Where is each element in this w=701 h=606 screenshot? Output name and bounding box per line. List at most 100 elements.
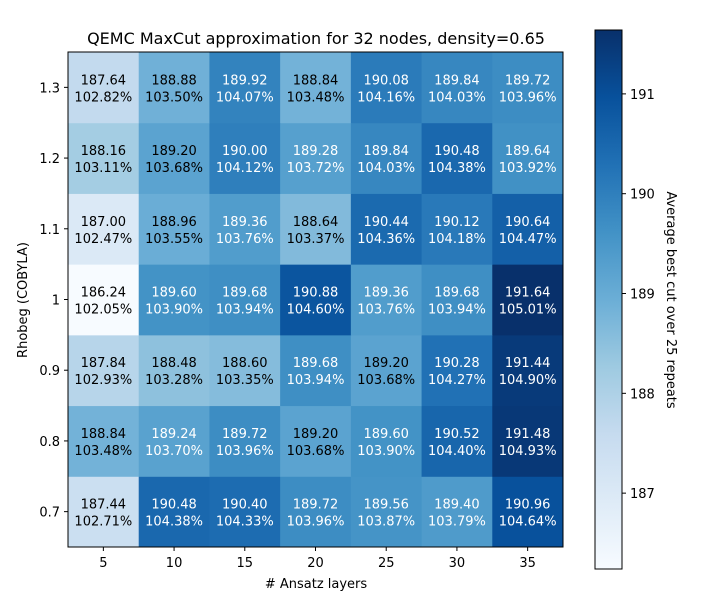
cell-percent-label: 103.70% bbox=[145, 444, 203, 459]
cell-percent-label: 104.18% bbox=[428, 232, 486, 247]
heatmap-cell bbox=[68, 476, 140, 548]
heatmap-cell bbox=[350, 122, 423, 194]
heatmap-cell bbox=[209, 405, 281, 477]
heatmap-cell bbox=[209, 193, 281, 265]
heatmap-cell bbox=[280, 334, 352, 407]
cell-percent-label: 103.94% bbox=[216, 303, 274, 318]
heatmap-cell bbox=[350, 476, 423, 548]
cell-percent-label: 102.71% bbox=[74, 515, 132, 530]
heatmap-cell-labels: 187.44 102.71% 190.48 104.38% 190.40 104.33% 1… bbox=[74, 73, 556, 529]
x-tick-label: 15 bbox=[237, 556, 254, 571]
heatmap-cell bbox=[138, 476, 210, 548]
cell-percent-label: 103.48% bbox=[287, 90, 345, 105]
heatmap-cell bbox=[350, 193, 423, 265]
cell-percent-label: 104.03% bbox=[428, 90, 486, 105]
chart-title: QEMC MaxCut approximation for 32 nodes, … bbox=[87, 29, 545, 48]
cell-value-label: 189.36 bbox=[222, 215, 268, 230]
cell-percent-label: 103.68% bbox=[357, 373, 415, 388]
cell-value-label: 189.72 bbox=[505, 73, 551, 88]
cell-value-label: 189.20 bbox=[293, 427, 339, 442]
x-tick-label: 5 bbox=[99, 556, 107, 571]
heatmap-cell bbox=[138, 122, 210, 194]
heatmap-cell bbox=[421, 52, 493, 124]
colorbar-tick-label: 187 bbox=[630, 487, 655, 502]
cell-value-label: 191.44 bbox=[505, 356, 551, 371]
cell-value-label: 190.64 bbox=[505, 215, 551, 230]
cell-percent-label: 102.47% bbox=[74, 232, 132, 247]
cell-percent-label: 104.38% bbox=[145, 515, 203, 530]
cell-percent-label: 103.48% bbox=[74, 444, 132, 459]
heatmap-cell bbox=[492, 52, 564, 124]
cell-value-label: 188.84 bbox=[81, 427, 127, 442]
cell-value-label: 189.92 bbox=[222, 73, 268, 88]
cell-value-label: 186.24 bbox=[81, 286, 127, 301]
y-tick-label: 0.8 bbox=[39, 435, 60, 450]
cell-value-label: 189.24 bbox=[151, 427, 197, 442]
cell-percent-label: 103.92% bbox=[499, 161, 557, 176]
cell-value-label: 189.84 bbox=[363, 144, 409, 159]
x-tick-label: 30 bbox=[449, 556, 466, 571]
y-tick-label: 0.9 bbox=[39, 364, 60, 379]
cell-percent-label: 103.11% bbox=[74, 161, 132, 176]
cell-percent-label: 104.07% bbox=[216, 90, 274, 105]
cell-percent-label: 103.90% bbox=[145, 303, 203, 318]
cell-value-label: 190.88 bbox=[293, 286, 339, 301]
heatmap-cell bbox=[280, 122, 352, 194]
colorbar-tick-label: 190 bbox=[630, 188, 655, 203]
cell-value-label: 189.40 bbox=[434, 498, 480, 513]
heatmap-cell bbox=[492, 334, 564, 407]
cell-value-label: 190.40 bbox=[222, 498, 268, 513]
cell-percent-label: 102.05% bbox=[74, 303, 132, 318]
heatmap-cell bbox=[68, 122, 140, 194]
x-tick-label: 10 bbox=[166, 556, 183, 571]
heatmap-cell bbox=[209, 264, 281, 336]
cell-percent-label: 103.55% bbox=[145, 232, 203, 247]
x-tick-label: 20 bbox=[307, 556, 324, 571]
heatmap-cell bbox=[138, 193, 210, 265]
cell-value-label: 190.12 bbox=[434, 215, 480, 230]
heatmap-cell bbox=[492, 122, 564, 194]
cell-value-label: 189.20 bbox=[151, 144, 197, 159]
heatmap-cell bbox=[138, 334, 210, 407]
heatmap-cell bbox=[280, 193, 352, 265]
y-axis-label: Rhobeg (COBYLA) bbox=[16, 242, 31, 358]
cell-value-label: 191.64 bbox=[505, 286, 551, 301]
cell-value-label: 189.68 bbox=[434, 286, 480, 301]
cell-percent-label: 103.76% bbox=[216, 232, 274, 247]
cell-value-label: 188.60 bbox=[222, 356, 268, 371]
cell-percent-label: 104.93% bbox=[499, 444, 557, 459]
cell-value-label: 190.96 bbox=[505, 498, 551, 513]
cell-value-label: 191.48 bbox=[505, 427, 551, 442]
heatmap-cell bbox=[492, 193, 564, 265]
cell-percent-label: 104.60% bbox=[287, 303, 345, 318]
cell-percent-label: 104.38% bbox=[428, 161, 486, 176]
colorbar bbox=[594, 29, 623, 570]
cell-percent-label: 102.82% bbox=[74, 90, 132, 105]
cell-value-label: 189.72 bbox=[293, 498, 339, 513]
cell-percent-label: 103.37% bbox=[287, 232, 345, 247]
cell-value-label: 189.84 bbox=[434, 73, 480, 88]
cell-value-label: 190.28 bbox=[434, 356, 480, 371]
x-tick-label: 25 bbox=[378, 556, 395, 571]
heatmap-cell bbox=[209, 334, 281, 407]
cell-value-label: 187.84 bbox=[81, 356, 127, 371]
cell-percent-label: 104.16% bbox=[357, 90, 415, 105]
y-tick-label: 1.1 bbox=[39, 223, 60, 238]
cell-percent-label: 103.94% bbox=[287, 373, 345, 388]
cell-percent-label: 103.79% bbox=[428, 515, 486, 530]
heatmap-cell bbox=[421, 264, 493, 336]
cell-percent-label: 104.12% bbox=[216, 161, 274, 176]
y-tick-label: 1 bbox=[52, 294, 60, 309]
heatmap-cell bbox=[138, 52, 210, 124]
heatmap-cell bbox=[209, 476, 281, 548]
cell-value-label: 188.64 bbox=[293, 215, 339, 230]
heatmap-cells bbox=[68, 52, 564, 548]
cell-value-label: 190.48 bbox=[434, 144, 480, 159]
x-tick-label: 35 bbox=[519, 556, 536, 571]
cell-percent-label: 103.96% bbox=[216, 444, 274, 459]
heatmap-cell bbox=[138, 405, 210, 477]
cell-value-label: 190.48 bbox=[151, 498, 197, 513]
heatmap-cell bbox=[68, 52, 140, 124]
cell-value-label: 189.68 bbox=[222, 286, 268, 301]
colorbar-tick-label: 188 bbox=[630, 387, 655, 402]
